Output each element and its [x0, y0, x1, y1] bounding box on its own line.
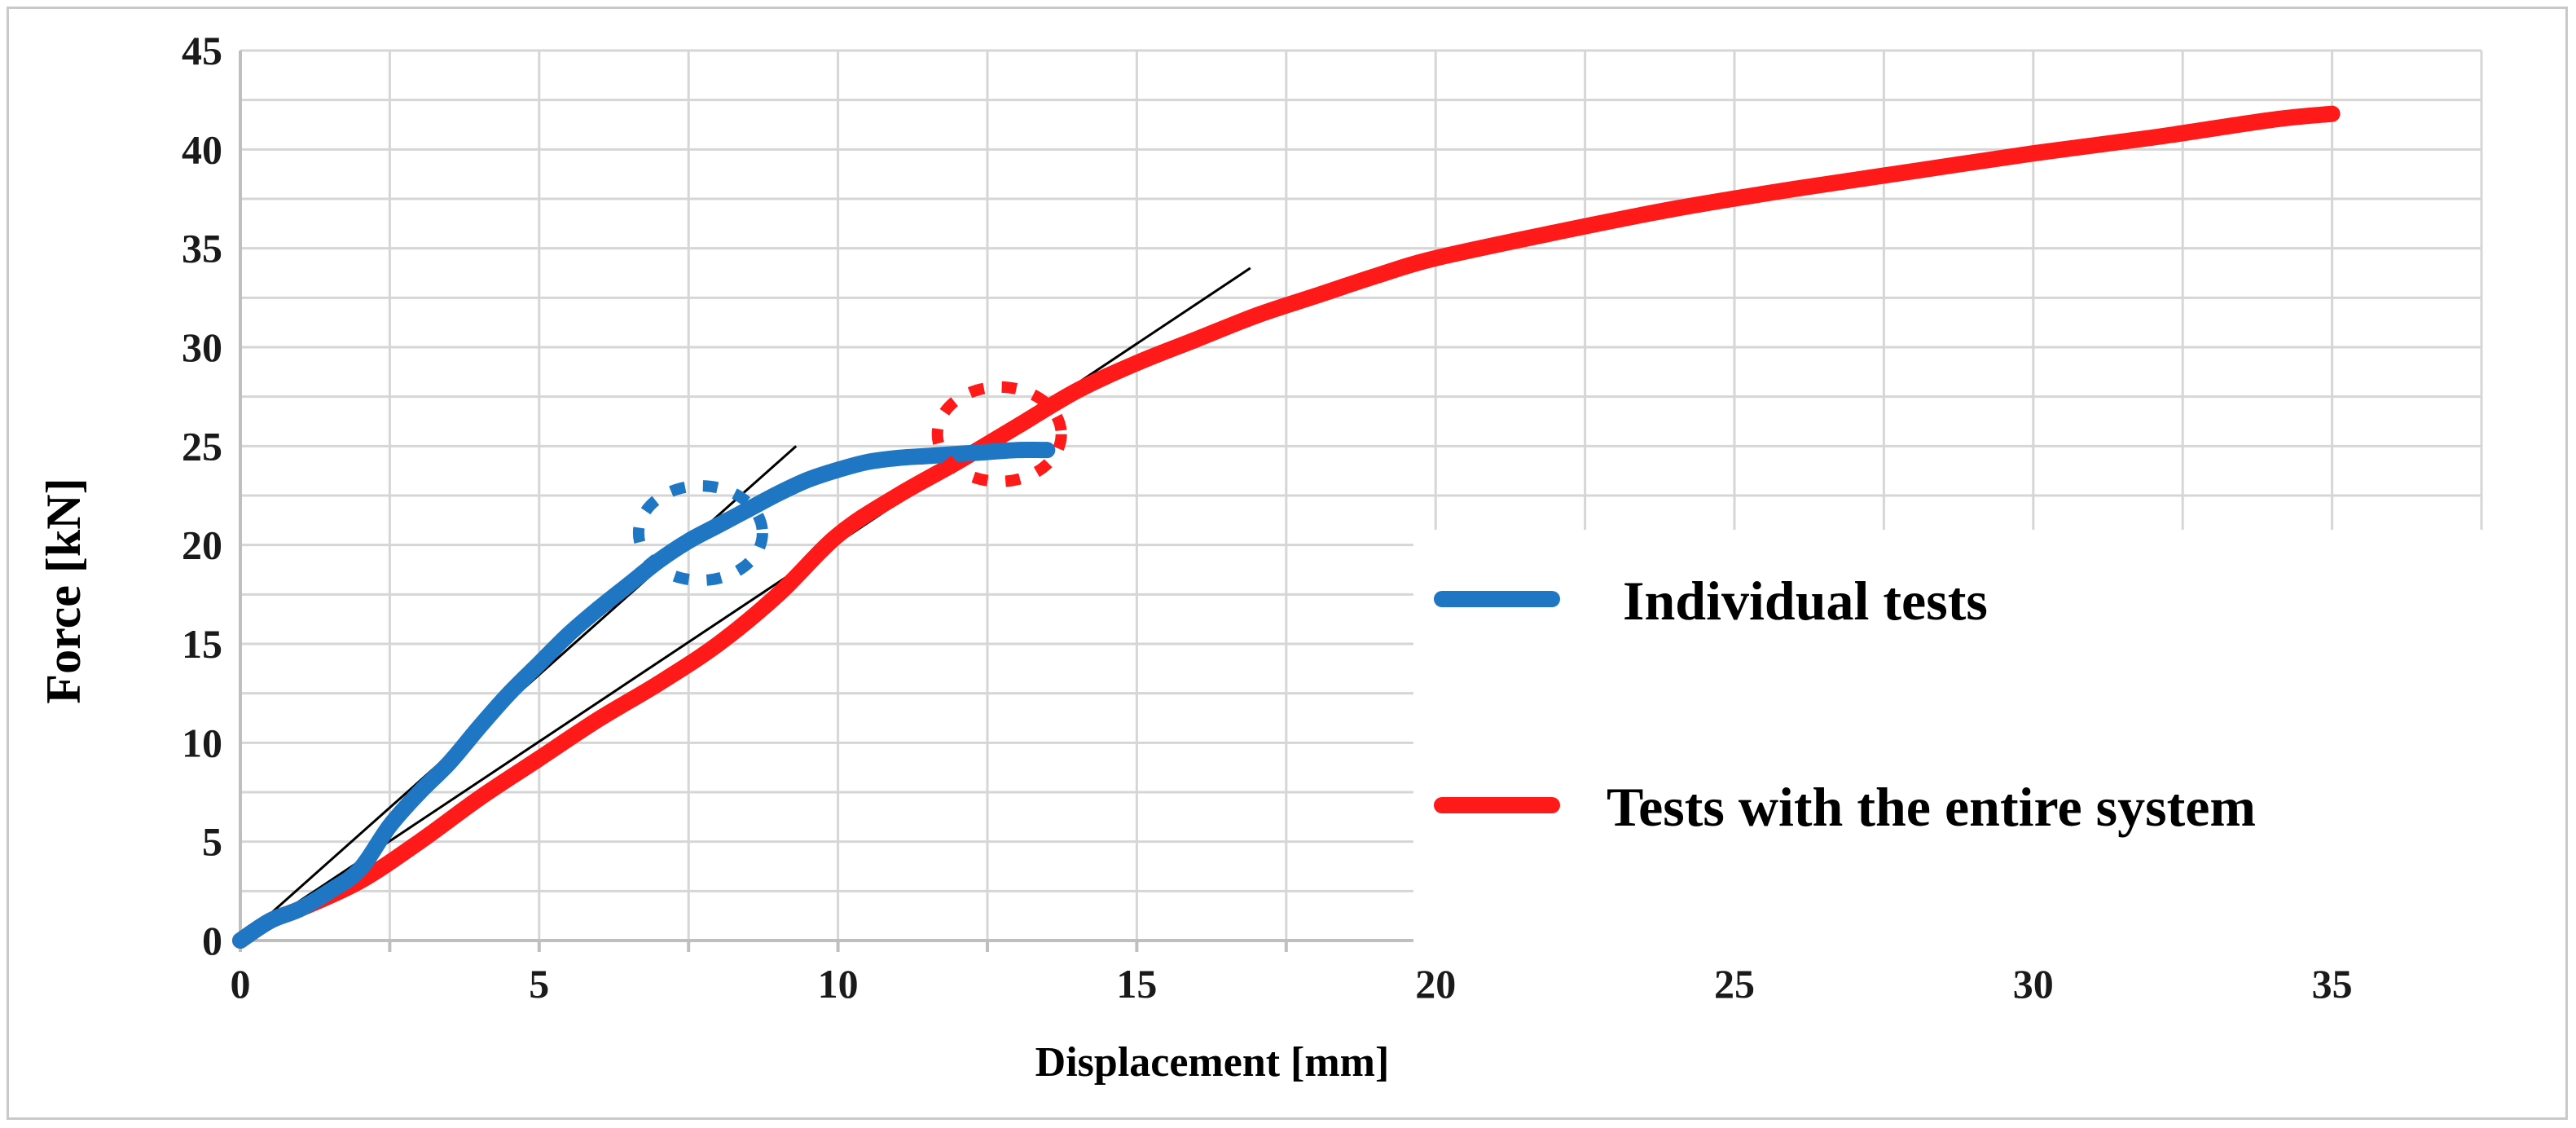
y-tick-label: 5	[202, 819, 222, 865]
y-axis-title: Force [kN]	[37, 478, 90, 703]
x-tick-label: 25	[1714, 961, 1755, 1007]
y-tick-label: 30	[182, 324, 222, 370]
annotations	[632, 381, 1067, 587]
blue-dotted-circle	[632, 480, 768, 587]
y-tick-label: 45	[182, 28, 222, 73]
x-tick-label: 15	[1116, 961, 1157, 1007]
red-dotted-circle	[931, 381, 1067, 487]
x-tick-label: 30	[2013, 961, 2054, 1007]
tick-labels: 0 5 10 15 20 25 30 35 0 5 10 15 20 25 30 35 40 45	[182, 28, 2353, 1007]
legend: Individual tests Tests with the entire s…	[1413, 530, 2554, 954]
y-tick-label: 10	[182, 720, 222, 765]
tangent-system	[240, 267, 1251, 942]
series-line-system	[232, 105, 2341, 949]
x-tick-label: 20	[1415, 961, 1456, 1007]
legend-label-individual: Individual tests	[1623, 570, 1988, 632]
y-tick-label: 15	[182, 621, 222, 667]
x-tick-label: 35	[2312, 961, 2353, 1007]
legend-label-system: Tests with the entire system	[1607, 776, 2256, 838]
x-tick-label: 10	[818, 961, 859, 1007]
series-lines	[232, 105, 2341, 949]
y-tick-label: 25	[182, 423, 222, 469]
x-axis-title: Displacement [mm]	[1035, 1039, 1390, 1086]
grid	[240, 49, 2483, 941]
x-tick-label: 0	[231, 961, 251, 1007]
y-tick-label: 40	[182, 126, 222, 172]
tangent-lines	[240, 267, 1251, 942]
x-tick-label: 5	[529, 961, 549, 1007]
y-tick-label: 20	[182, 522, 222, 568]
y-tick-label: 35	[182, 226, 222, 271]
y-tick-label: 0	[202, 918, 222, 963]
series-line-individual	[232, 442, 1056, 949]
legend-background	[1413, 530, 2554, 954]
